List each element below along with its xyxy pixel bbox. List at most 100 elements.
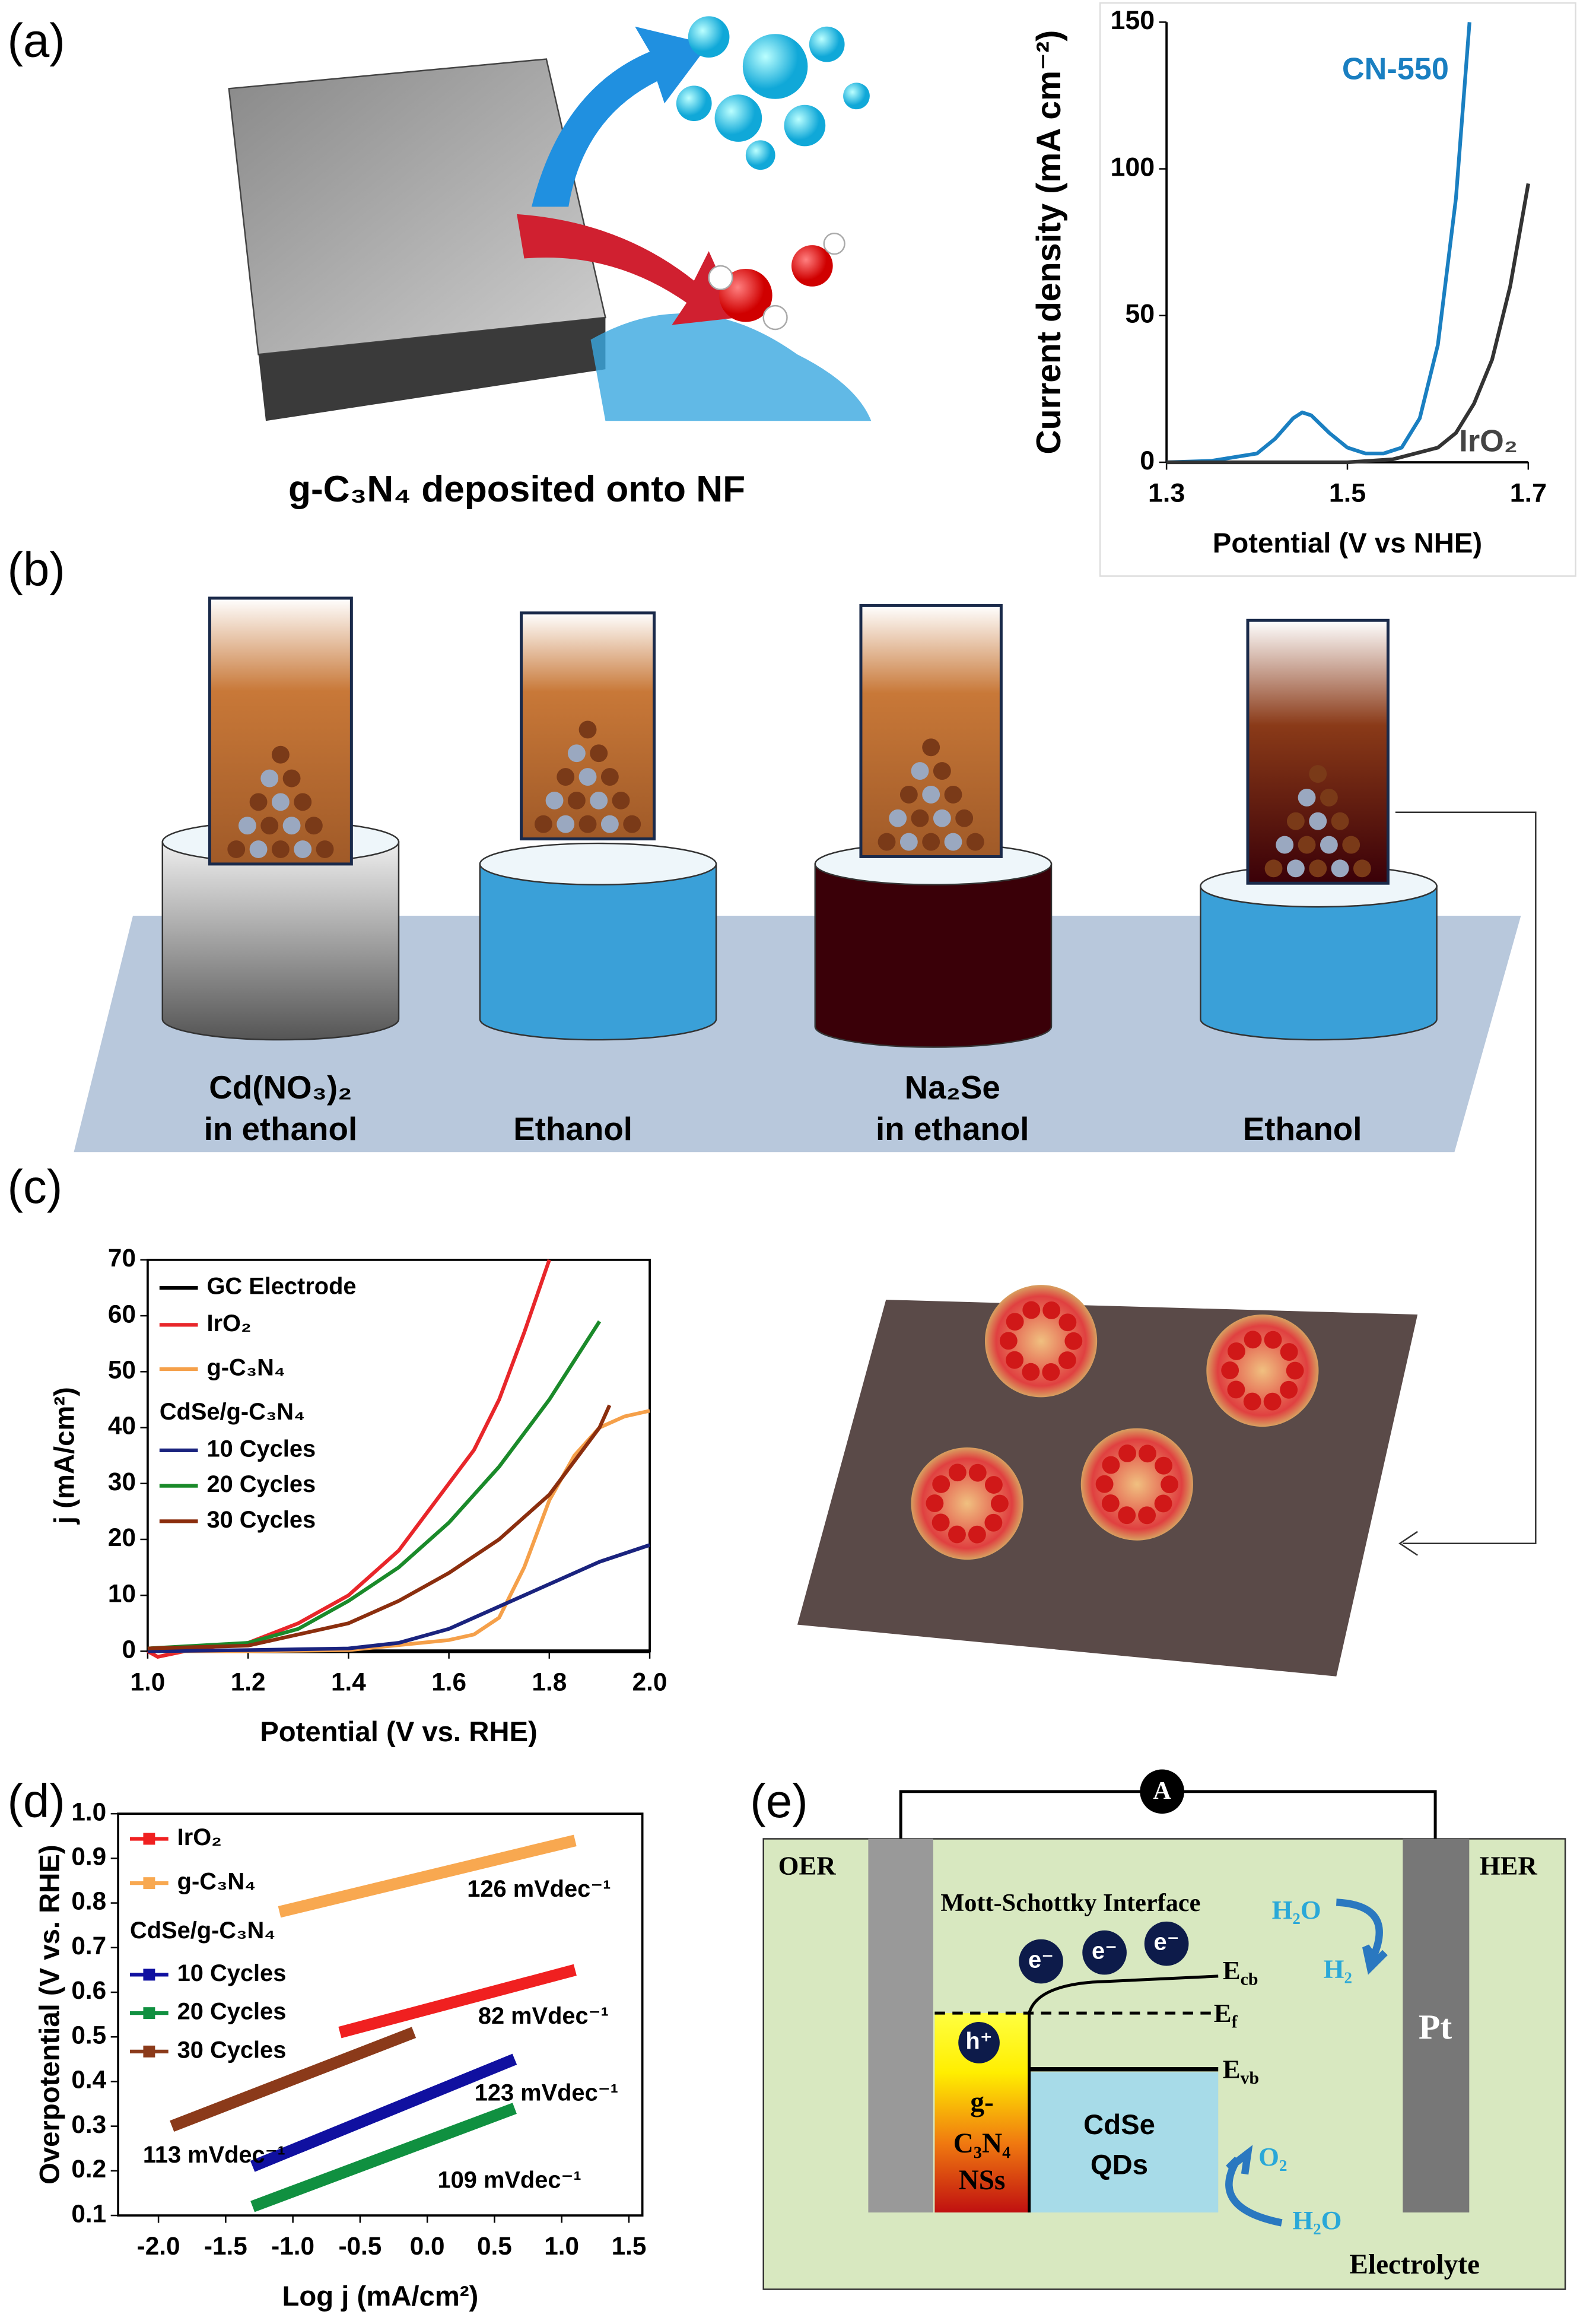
y-tick-label: 30 [108, 1468, 136, 1496]
legend-marker [143, 1969, 155, 1981]
particle [612, 791, 630, 809]
series-line [338, 1964, 577, 2039]
y-axis-label: Overpotential (V vs. RHE) [34, 1844, 66, 2185]
particle [922, 833, 940, 851]
legend-title: CdSe/g-C₃N₄ [130, 1917, 275, 1944]
y-tick-label: 0.5 [71, 2021, 106, 2049]
y-tick-label: 0.8 [71, 1887, 106, 1915]
series-line [147, 1320, 602, 1650]
slope-annotation: 109 mVdec⁻¹ [438, 2167, 581, 2193]
hole [958, 2022, 1000, 2063]
process-arrow [1395, 811, 1537, 1556]
slope-annotation: 126 mVdec⁻¹ [467, 1876, 611, 1902]
qd-atom [968, 1525, 986, 1544]
electron [1144, 1921, 1189, 1966]
x-tick-label: 0.5 [477, 2232, 512, 2260]
particle [922, 738, 940, 757]
x-tick-label: 1.4 [331, 1668, 366, 1696]
droplet [745, 140, 775, 170]
particle [1342, 836, 1360, 854]
y-tick-label: 40 [108, 1412, 136, 1440]
qd-atom [932, 1475, 950, 1493]
particle [557, 768, 575, 786]
particle [1309, 859, 1327, 878]
qd-atom [1058, 1351, 1076, 1369]
slope-annotation: 123 mVdec⁻¹ [475, 2080, 618, 2106]
particle [933, 809, 951, 827]
legend-label: g-C₃N₄ [177, 1869, 256, 1895]
x-tick-label: 1.0 [544, 2232, 579, 2260]
gcn-label: C₃N₄ [953, 2128, 1011, 2159]
interface-label: Mott-Schottky Interface [940, 1889, 1200, 1917]
y-tick-label: 0 [1140, 446, 1155, 475]
x-tick-label: 2.0 [632, 1668, 667, 1696]
ammeter [1140, 1769, 1184, 1814]
particle [911, 809, 929, 827]
droplet [676, 85, 712, 122]
her-label: HER [1480, 1851, 1538, 1881]
beaker-label: Ethanol [513, 1110, 632, 1147]
particle [1331, 812, 1349, 830]
x-tick-label: 1.5 [1329, 478, 1366, 508]
slope-annotation: 82 mVdec⁻¹ [478, 2003, 609, 2029]
x-tick-label: -2.0 [137, 2232, 180, 2260]
particle [1276, 836, 1294, 854]
qd-atom [1286, 1361, 1304, 1380]
y-tick-label: 1.0 [71, 1798, 106, 1825]
particle [623, 815, 641, 833]
x-axis-label: Potential (V vs. RHE) [260, 1716, 537, 1748]
oxygen-atom [719, 268, 772, 322]
particle [1320, 788, 1338, 807]
x-tick-label: -0.5 [338, 2232, 382, 2260]
qd-atom [1006, 1351, 1024, 1369]
electron [1082, 1930, 1127, 1975]
y-axis-label: j (mA/cm²) [49, 1387, 81, 1525]
panel-label: (a) [7, 14, 65, 67]
particle [966, 833, 984, 851]
particle [578, 815, 597, 833]
y-tick-label: 0.9 [71, 1843, 106, 1871]
droplet [784, 104, 826, 147]
particle [1286, 859, 1305, 878]
droplet [843, 82, 870, 110]
oer-reactant: H₂O [1292, 2205, 1341, 2235]
slide [859, 604, 1003, 858]
hole-label: h⁺ [965, 2028, 992, 2054]
cathode-label: Pt [1419, 2008, 1452, 2047]
electron-label: e⁻ [1154, 1929, 1180, 1955]
legend-marker [143, 2045, 155, 2058]
particle [227, 840, 246, 858]
legend-label: IrO₂ [206, 1310, 251, 1336]
qd-atom [1154, 1494, 1172, 1513]
particle [304, 817, 323, 835]
beaker-label: Ethanol [1243, 1110, 1362, 1147]
gcn-label: NSs [959, 2165, 1006, 2196]
particle [260, 817, 279, 835]
x-tick-label: 0.0 [410, 2232, 445, 2260]
her-product: H₂ [1324, 1954, 1352, 1984]
qd-atom [948, 1525, 966, 1544]
oer-label: OER [778, 1851, 837, 1881]
legend-label: 30 Cycles [206, 1507, 316, 1533]
y-tick-label: 0.6 [71, 1976, 106, 2004]
beaker-label: Cd(NO₃)₂ [209, 1069, 352, 1106]
particle [578, 768, 597, 786]
hydrogen-atom [708, 265, 733, 291]
particle [1309, 765, 1327, 783]
droplet [809, 26, 845, 62]
nf-block-front [258, 318, 606, 421]
blue-arrow [531, 26, 709, 207]
cdse-label: CdSe [1083, 2109, 1155, 2141]
particle [899, 785, 918, 804]
particle [944, 833, 962, 851]
particle [944, 785, 962, 804]
her-arrow [1336, 1898, 1388, 1975]
level-base: E [1223, 2055, 1241, 2084]
hydrogen-atom [762, 304, 788, 331]
y-tick-label: 60 [108, 1300, 136, 1328]
her-reactant: H₂O [1272, 1895, 1321, 1925]
bench [74, 916, 1521, 1153]
nf-block-top [228, 58, 606, 355]
